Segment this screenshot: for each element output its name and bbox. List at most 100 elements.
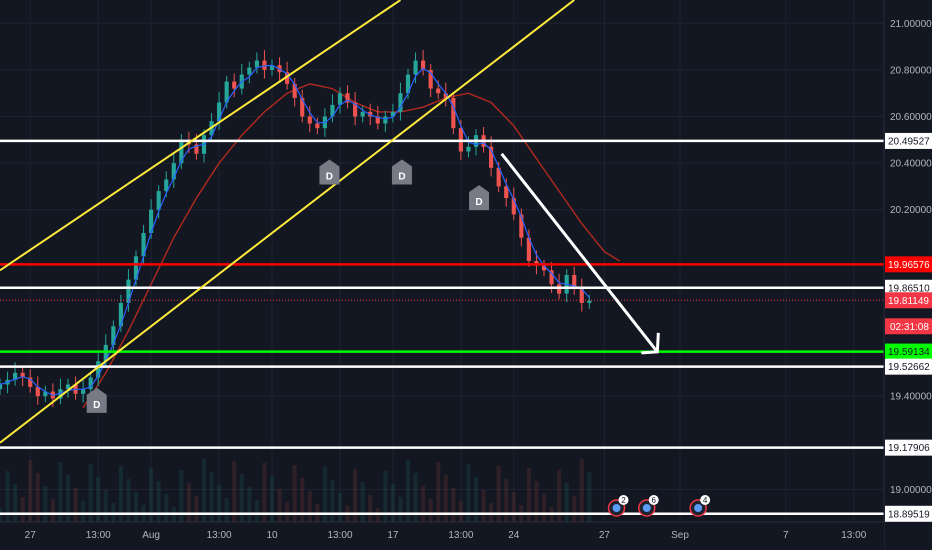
candle-body <box>28 377 33 387</box>
countdown-label: 02:31:08 <box>890 322 929 333</box>
trendline[interactable] <box>0 0 575 444</box>
volume-bar <box>13 484 18 522</box>
volume-bar <box>73 488 78 522</box>
trendlines <box>0 0 575 444</box>
trendline[interactable] <box>0 0 402 272</box>
volume-bar <box>43 486 48 522</box>
chart-grid <box>0 0 884 522</box>
volume-bar <box>149 468 154 522</box>
level-tag-label: 19.52662 <box>888 362 930 373</box>
candle-body <box>224 81 229 103</box>
time-axis[interactable] <box>0 522 884 550</box>
candle-body <box>587 300 592 303</box>
candle-body <box>194 144 199 154</box>
candle-body <box>413 60 418 75</box>
forecast-arrow-head <box>641 332 660 355</box>
price-tick-label: 21.00000 <box>890 19 932 30</box>
candle-body <box>217 102 222 122</box>
candle-body <box>526 237 531 261</box>
volume-bar <box>481 490 486 522</box>
volume-bar <box>300 478 305 522</box>
volume-bar <box>65 475 71 522</box>
level-tag <box>885 358 932 375</box>
volume-bar <box>254 500 259 522</box>
candle-body <box>126 279 131 303</box>
candle-body <box>375 116 380 124</box>
candle-body <box>451 97 456 129</box>
volume-bar <box>194 496 199 522</box>
volume-bar <box>330 480 335 522</box>
candle-body <box>292 83 297 98</box>
volume-bar <box>428 499 433 522</box>
current-price-tag <box>885 292 932 309</box>
candle-body <box>88 377 93 390</box>
volume-bar <box>496 466 501 522</box>
volume-bar <box>360 482 365 522</box>
price-tick-label: 20.40000 <box>890 159 932 170</box>
volume-bar <box>262 463 267 522</box>
time-tick-label: 13:00 <box>841 530 866 541</box>
volume-bar <box>232 461 237 522</box>
candle-body <box>398 93 403 112</box>
volume-bar <box>58 462 63 522</box>
volume-bar <box>557 470 562 522</box>
level-tag <box>885 343 932 360</box>
volume-bar <box>443 475 448 522</box>
price-axis-labels: 21.00000 20.80000 20.60000 20.40000 20.20000… <box>890 19 932 496</box>
volume-bar <box>209 472 214 522</box>
volume-bar <box>473 477 479 522</box>
volume-bar <box>277 489 282 522</box>
candle-body <box>383 116 388 124</box>
price-axis[interactable] <box>884 0 932 550</box>
price-tick-label: 19.40000 <box>890 392 932 403</box>
volume-bar <box>186 483 191 522</box>
candle-body <box>353 102 358 117</box>
candle-body <box>466 146 471 152</box>
volume-bar <box>224 498 229 522</box>
dividend-marker[interactable] <box>319 159 340 185</box>
dividend-marker-label: D <box>93 400 100 411</box>
volume-bar <box>413 473 418 522</box>
level-tag-label: 19.86510 <box>888 283 930 294</box>
time-tick-label: 27 <box>599 530 611 541</box>
countdown-tag <box>885 318 932 335</box>
volume-bar <box>579 459 584 522</box>
level-tag <box>885 279 932 296</box>
candle-body <box>428 69 433 89</box>
candle-body <box>262 60 267 70</box>
volume-bar <box>179 470 184 522</box>
event-count-badge <box>648 495 659 505</box>
candle-body <box>133 256 139 280</box>
volume-bar <box>156 481 161 522</box>
volume-bars <box>0 459 592 522</box>
volume-bar <box>572 496 577 522</box>
volume-bar <box>421 486 426 522</box>
volume-bar <box>466 464 471 522</box>
candle-body <box>360 111 365 117</box>
forecast-arrow <box>500 152 660 355</box>
volume-bar <box>118 466 123 522</box>
candle-body <box>156 191 161 210</box>
candle-body <box>43 391 48 397</box>
time-tick-label: 13:00 <box>207 530 232 541</box>
volume-bar <box>88 464 93 522</box>
fast-moving-average <box>0 64 590 397</box>
horizontal-levels <box>0 139 884 516</box>
candle-body <box>572 274 577 289</box>
level-tag-label: 19.17906 <box>888 443 930 454</box>
candle-body <box>511 198 516 215</box>
event-icons: 2 6 4 <box>607 495 711 517</box>
volume-bar <box>103 490 108 522</box>
current-price-label: 19.81149 <box>888 296 929 307</box>
candle-body <box>20 372 25 378</box>
volume-bar <box>133 492 139 522</box>
time-tick-label: Aug <box>142 530 160 541</box>
forecast-arrow-shaft[interactable] <box>500 152 659 353</box>
dividend-marker[interactable] <box>86 387 107 413</box>
event-count-badge <box>618 495 629 505</box>
dividend-marker[interactable] <box>469 185 490 211</box>
candle-body <box>405 74 411 94</box>
dividend-marker[interactable] <box>391 159 412 185</box>
dividend-marker-label: D <box>475 197 482 208</box>
